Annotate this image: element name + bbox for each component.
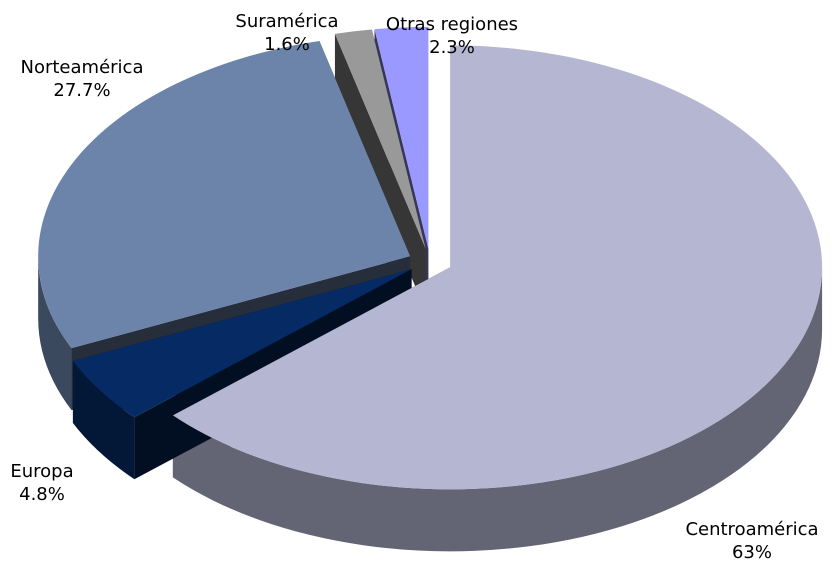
slice-value-label: 63% bbox=[732, 542, 772, 563]
slice bbox=[38, 41, 411, 349]
slice bbox=[172, 45, 823, 490]
slice-value-label: 1.6% bbox=[264, 34, 310, 55]
slice-label: Suramérica bbox=[235, 11, 338, 32]
slice-side bbox=[38, 256, 72, 411]
slice-label: Centroamérica bbox=[685, 519, 818, 540]
slice-side bbox=[72, 361, 135, 480]
slice-label: Otras regiones bbox=[386, 14, 518, 35]
slice-side bbox=[172, 267, 823, 552]
slice bbox=[374, 26, 429, 249]
slice-label: Europa bbox=[10, 461, 73, 482]
slice bbox=[72, 269, 412, 418]
slice-value-label: 2.3% bbox=[429, 37, 475, 58]
slice bbox=[334, 29, 426, 250]
slice-value-label: 27.7% bbox=[53, 80, 110, 101]
slice-label: Norteamérica bbox=[21, 57, 144, 78]
slice-value-label: 4.8% bbox=[19, 484, 65, 505]
